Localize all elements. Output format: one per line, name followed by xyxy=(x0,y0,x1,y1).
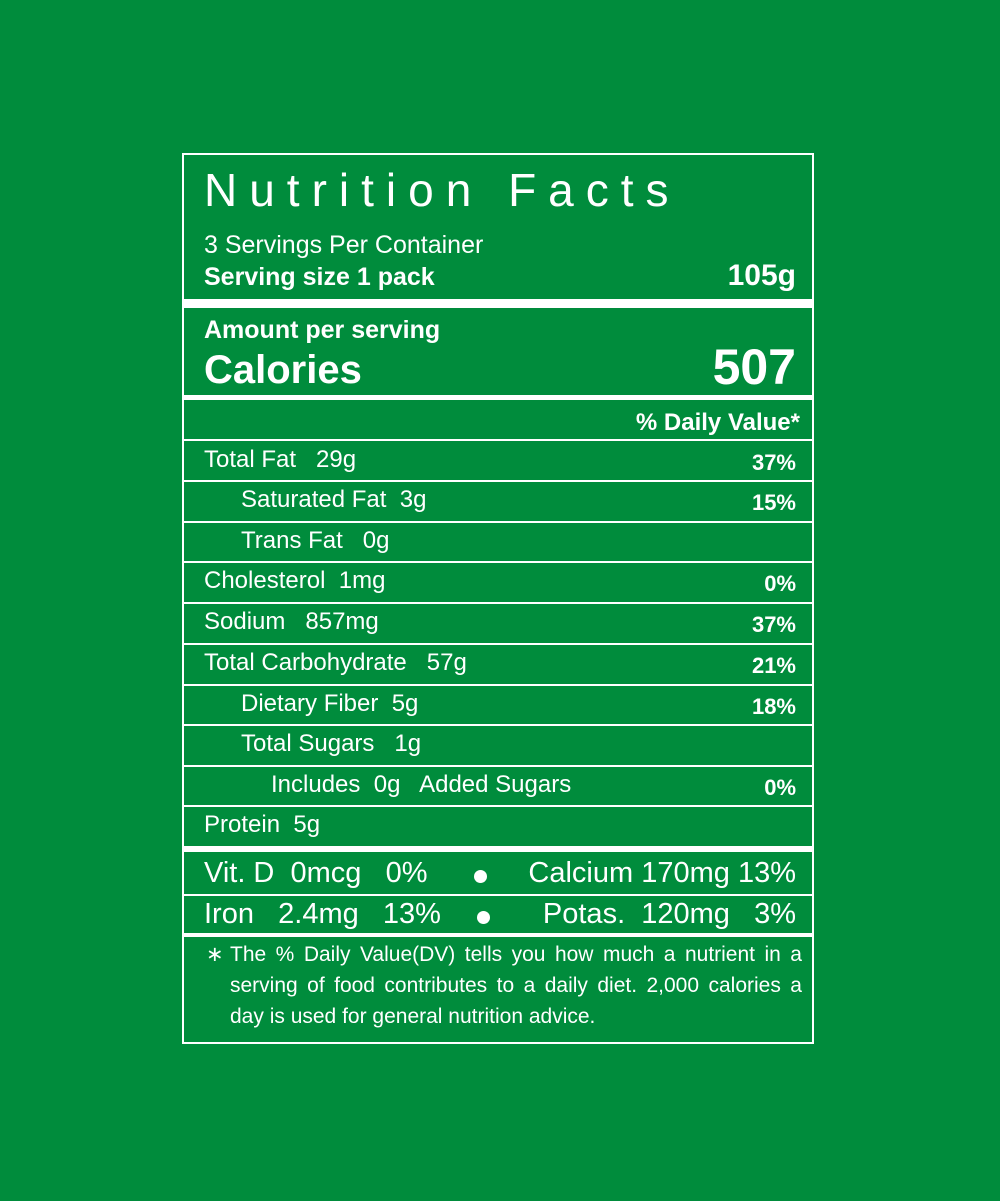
nutrient-daily-value: 0% xyxy=(764,775,796,800)
nutrient-name: Total Fat 29g xyxy=(204,446,357,473)
nutrient-name: Sodium 857mg xyxy=(204,608,379,635)
nutrient-daily-value: 18% xyxy=(751,694,796,719)
thick-divider xyxy=(184,299,812,308)
nutrient-row-added-sugars: Includes 0g Added Sugars 0% xyxy=(184,767,812,807)
nutrient-row-total-fat: Total Fat 29g 37% xyxy=(184,442,812,482)
vitamin-row: Iron 2.4mg 13% Potas. 120mg 3% xyxy=(184,896,812,936)
nutrient-daily-value: 37% xyxy=(751,612,796,637)
nutrient-name: Trans Fat 0g xyxy=(241,527,390,554)
calories-label: Calories xyxy=(204,348,362,392)
nutrient-name: Dietary Fiber 5g xyxy=(241,690,419,717)
daily-value-header: % Daily Value* xyxy=(635,409,800,436)
amount-per-serving: Amount per serving xyxy=(204,316,441,344)
vitamin-left: Vit. D 0mcg 0% xyxy=(204,857,428,889)
vitamin-row: Vit. D 0mcg 0% Calcium 170mg 13% xyxy=(184,855,812,895)
nutrient-name: Protein 5g xyxy=(204,811,321,838)
asterisk-icon: ∗ xyxy=(206,943,224,966)
row-divider xyxy=(184,684,812,686)
footnote: ∗ The % Daily Value(DV) tells you how mu… xyxy=(206,939,802,1032)
nutrient-daily-value: 15% xyxy=(751,490,796,515)
row-divider xyxy=(184,439,812,441)
nutrient-row-total-carbohydrate: Total Carbohydrate 57g 21% xyxy=(184,645,812,685)
serving-size-value: 105g xyxy=(727,259,796,292)
row-divider xyxy=(184,765,812,767)
vitamin-right: Potas. 120mg 3% xyxy=(542,898,796,930)
nutrient-row-saturated-fat: Saturated Fat 3g 15% xyxy=(184,482,812,522)
servings-per-container: 3 Servings Per Container xyxy=(204,231,484,259)
nutrient-name: Cholesterol 1mg xyxy=(204,567,386,594)
row-divider xyxy=(184,602,812,604)
nutrient-name: Total Carbohydrate 57g xyxy=(204,649,467,676)
bullet-icon xyxy=(477,911,490,924)
label-title: Nutrition Facts xyxy=(204,164,681,216)
medium-divider xyxy=(184,395,812,400)
thick-divider xyxy=(184,846,812,852)
nutrient-daily-value: 21% xyxy=(751,653,796,678)
nutrient-row-trans-fat: Trans Fat 0g xyxy=(184,523,812,563)
nutrient-row-total-sugars: Total Sugars 1g xyxy=(184,726,812,766)
bullet-icon xyxy=(474,870,487,883)
vitamin-left: Iron 2.4mg 13% xyxy=(204,898,441,930)
row-divider xyxy=(184,521,812,523)
nutrient-daily-value: 37% xyxy=(751,450,796,475)
nutrient-row-sodium: Sodium 857mg 37% xyxy=(184,604,812,644)
nutrient-name: Total Sugars 1g xyxy=(241,730,422,757)
calories-value: 507 xyxy=(712,339,796,395)
vitamin-right: Calcium 170mg 13% xyxy=(528,857,796,889)
row-divider xyxy=(184,643,812,645)
row-divider xyxy=(184,480,812,482)
nutrition-facts-label: Nutrition Facts 3 Servings Per Container… xyxy=(182,153,814,1044)
row-divider xyxy=(184,894,812,896)
footnote-text: The % Daily Value(DV) tells you how much… xyxy=(230,943,802,1028)
serving-size-label: Serving size 1 pack xyxy=(204,263,435,291)
row-divider xyxy=(184,805,812,807)
nutrient-row-dietary-fiber: Dietary Fiber 5g 18% xyxy=(184,686,812,726)
row-divider xyxy=(184,561,812,563)
nutrient-name: Saturated Fat 3g xyxy=(241,486,427,513)
nutrient-row-cholesterol: Cholesterol 1mg 0% xyxy=(184,563,812,603)
nutrient-name: Includes 0g Added Sugars xyxy=(271,771,572,798)
row-divider xyxy=(184,724,812,726)
medium-divider xyxy=(184,933,812,937)
nutrient-row-protein: Protein 5g xyxy=(184,807,812,847)
nutrient-daily-value: 0% xyxy=(764,571,796,596)
